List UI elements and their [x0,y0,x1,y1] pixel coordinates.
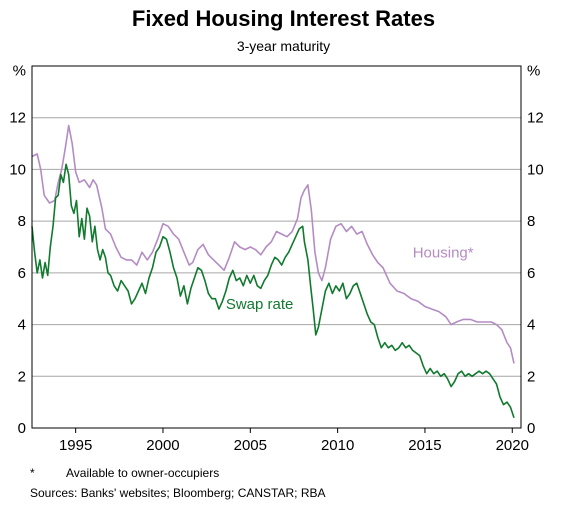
chart-subtitle: 3-year maturity [236,38,331,54]
series-label-housing: Housing* [413,244,474,261]
y-tick-label-left: 12 [9,110,26,127]
footnote-text: Available to owner-occupiers [66,466,220,480]
x-axis-ticks: 1995 2000 2005 2010 2015 2020 [59,428,529,454]
x-tick-label: 2020 [496,437,529,454]
y-tick-label-right: 2 [527,368,535,385]
y-axis-unit-left: % [13,63,26,80]
sources-note: Sources: Banks' websites; Bloomberg; CAN… [30,486,326,500]
series-label-swap: Swap rate [226,296,294,313]
x-tick-label: 2000 [146,437,179,454]
y-tick-label-right: 6 [527,265,535,282]
x-tick-label: 2015 [408,437,441,454]
x-tick-label: 1995 [59,437,92,454]
y-tick-label-right: 12 [527,110,544,127]
y-tick-label-left: 10 [9,161,26,178]
y-tick-label-right: 0 [527,420,535,437]
footnote: * Available to owner-occupiers [30,466,219,480]
y-tick-label-right: 4 [527,317,535,334]
y-tick-label-left: 2 [18,368,26,385]
y-tick-label-left: 8 [18,213,26,230]
y-tick-label-left: 4 [18,317,26,334]
chart-title: Fixed Housing Interest Rates [131,6,436,31]
series-lines [31,124,515,418]
series-line-housing [31,124,515,364]
x-tick-label: 2005 [234,437,267,454]
y-axis-unit-right: % [527,63,540,80]
x-tick-label: 2010 [321,437,354,454]
y-tick-label-left: 0 [18,420,26,437]
footnote-marker: * [30,466,35,480]
plot-frame [31,65,522,429]
y-tick-label-right: 8 [527,213,535,230]
y-axis-ticks: 0 0 2 2 4 4 6 6 8 8 10 10 12 12 [9,110,543,437]
y-tick-label-right: 10 [527,161,544,178]
series-line-swap-rate [31,163,515,418]
y-tick-label-left: 6 [18,265,26,282]
grid-lines [32,117,521,377]
